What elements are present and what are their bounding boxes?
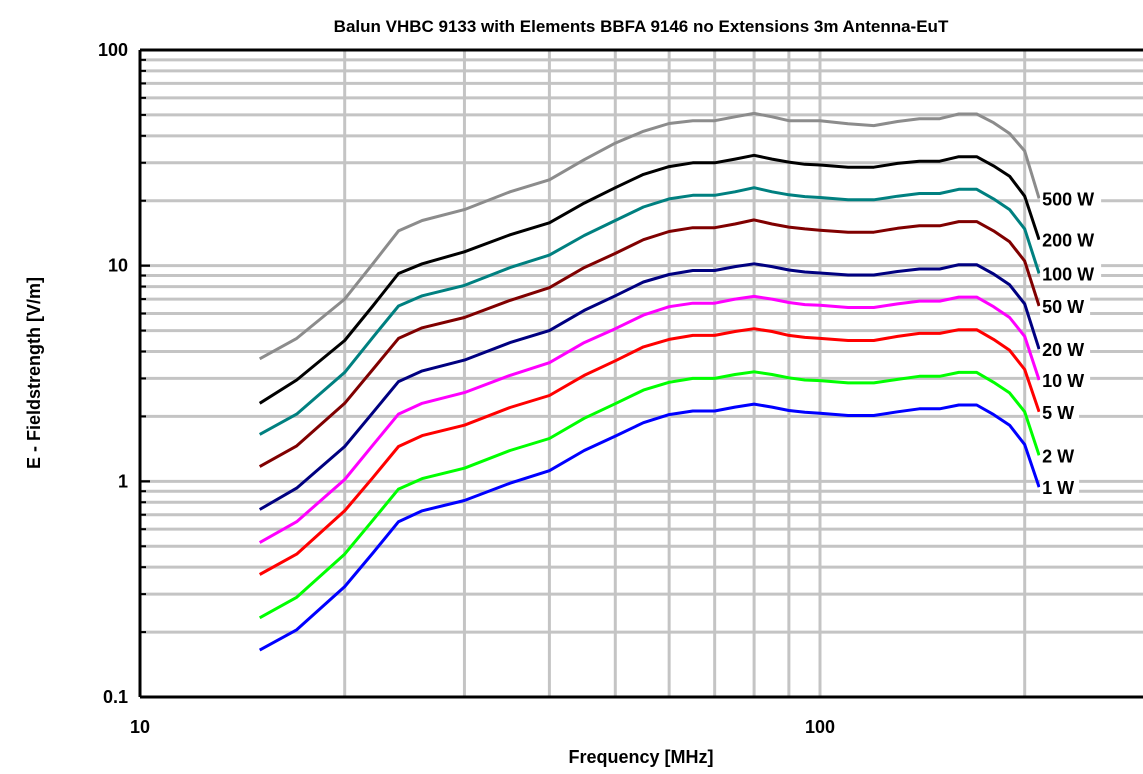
series-label-bg <box>1040 228 1102 251</box>
series-labels: 500 W 200 W 100 W 50 W 20 W 10 W 5 W 2 W 1 W <box>1040 187 1102 499</box>
series-label: 20 W <box>1042 340 1084 360</box>
series-label: 100 W <box>1042 264 1094 284</box>
y-tick-label: 0.1 <box>103 687 128 707</box>
series-label-bg <box>1040 187 1102 210</box>
series-line-100w <box>258 186 1041 436</box>
series-label: 10 W <box>1042 371 1084 391</box>
series-label-bg <box>1040 338 1091 361</box>
series-line-50w <box>258 218 1041 468</box>
series-label: 50 W <box>1042 297 1084 317</box>
series-label: 2 W <box>1042 446 1074 466</box>
x-tick-label: 10 <box>130 717 150 737</box>
y-axis-label: E - Fieldstrength [V/m] <box>24 277 44 469</box>
y-tick-label: 100 <box>98 40 128 60</box>
series-label-bg <box>1040 444 1080 467</box>
series-label: 1 W <box>1042 478 1074 498</box>
series-label: 5 W <box>1042 403 1074 423</box>
series-line-2w <box>258 370 1041 620</box>
x-axis-label: Frequency [MHz] <box>568 747 713 767</box>
series-label-bg <box>1040 262 1102 285</box>
series-label-bg <box>1040 369 1091 392</box>
series-line-1w <box>258 402 1041 652</box>
series-lines <box>258 111 1041 652</box>
series-line-5w <box>258 327 1041 576</box>
series-label: 200 W <box>1042 231 1094 251</box>
series-label: 500 W <box>1042 189 1094 209</box>
chart-title: Balun VHBC 9133 with Elements BBFA 9146 … <box>334 17 949 36</box>
y-tick-label: 10 <box>108 256 128 276</box>
axis-ticks: 0.1 1 10 100 10 100 <box>98 40 835 737</box>
series-label-bg <box>1040 476 1080 499</box>
series-label-bg <box>1040 295 1091 318</box>
y-tick-label: 1 <box>118 471 128 491</box>
series-line-500w <box>258 111 1041 361</box>
axes <box>138 48 1143 699</box>
series-line-200w <box>258 153 1041 405</box>
series-line-20w <box>258 262 1041 511</box>
series-line-10w <box>258 294 1041 544</box>
series-label-bg <box>1040 400 1080 423</box>
x-tick-label: 100 <box>805 717 835 737</box>
